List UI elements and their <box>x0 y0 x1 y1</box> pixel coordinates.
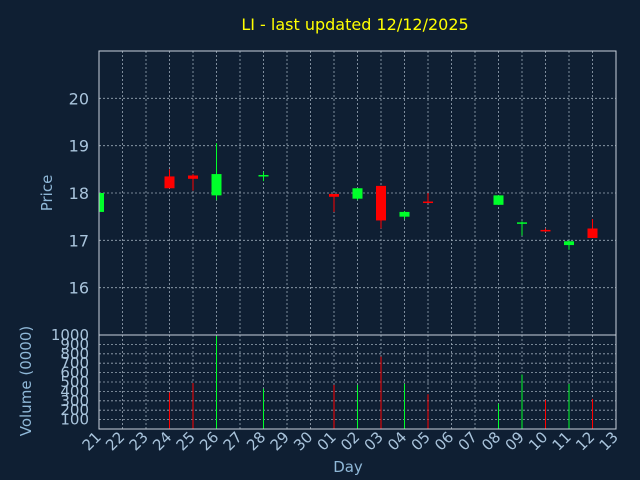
x-tick-label: 23 <box>126 428 152 454</box>
x-tick-label: 28 <box>243 428 269 454</box>
chart-title: LI - last updated 12/12/2025 <box>241 15 468 34</box>
volume-y-tick-label: 200 <box>60 401 89 419</box>
price-candles <box>98 143 598 250</box>
volume-y-tick-label: 800 <box>60 345 89 363</box>
volume-y-tick-label: 900 <box>60 335 89 353</box>
x-axis-label: Day <box>333 458 363 476</box>
x-tick-label: 27 <box>220 428 246 454</box>
candle-body <box>587 228 598 238</box>
volume-y-tick-label: 300 <box>60 392 89 410</box>
candle-body <box>99 193 104 212</box>
price-axis-label: Price <box>38 175 56 212</box>
x-tick-label: 06 <box>431 428 457 454</box>
x-tick-label: 25 <box>173 428 199 454</box>
x-tick-label: 08 <box>478 428 504 454</box>
candle-body <box>517 222 527 224</box>
volume-y-tick-label: 1000 <box>51 326 89 344</box>
x-tick-label: 01 <box>314 428 340 454</box>
volume-axis-label: Volume (0000) <box>17 326 35 436</box>
x-tick-label: 09 <box>502 428 528 454</box>
x-tick-label: 03 <box>361 428 387 454</box>
x-tick-label: 07 <box>455 428 481 454</box>
x-tick-label: 22 <box>102 428 128 454</box>
x-tick-label: 05 <box>408 428 434 454</box>
volume-y-tick-label: 500 <box>60 373 89 391</box>
x-tick-label: 26 <box>196 428 222 454</box>
x-tick-label: 12 <box>572 428 598 454</box>
candle-body <box>493 195 504 205</box>
volume-y-tick-label: 700 <box>60 354 89 372</box>
x-tick-labels: 2122232425262728293001020304050607080910… <box>79 428 622 454</box>
price-y-tick-label: 18 <box>69 184 89 203</box>
price-grid <box>98 51 617 335</box>
x-tick-label: 10 <box>525 428 551 454</box>
price-y-tick-label: 16 <box>69 279 89 298</box>
candle-body <box>540 229 551 232</box>
volume-plot-frame <box>98 334 617 430</box>
volume-bars <box>169 335 593 429</box>
x-tick-label: 04 <box>384 428 410 454</box>
volume-y-tick-label: 600 <box>60 364 89 382</box>
candle-body <box>399 211 410 217</box>
x-tick-label: 21 <box>79 428 105 454</box>
candle-body <box>376 185 386 221</box>
candle-body <box>329 193 339 197</box>
candle-body <box>164 176 175 189</box>
candle-body <box>258 175 269 177</box>
x-tick-label: 30 <box>290 428 316 454</box>
candle-body <box>211 174 222 196</box>
x-tick-label: 24 <box>149 428 175 454</box>
volume-y-tick-label: 400 <box>60 382 89 400</box>
candle-body <box>352 188 363 199</box>
price-y-tick-labels: 16 17 18 19 20 <box>69 89 89 297</box>
candle-body <box>423 201 433 204</box>
x-tick-label: 02 <box>337 428 363 454</box>
x-tick-label: 11 <box>549 428 575 454</box>
x-tick-label: 29 <box>267 428 293 454</box>
candle-body <box>188 175 198 179</box>
candle-body <box>564 241 574 246</box>
volume-y-tick-label: 100 <box>60 411 89 429</box>
price-y-tick-label: 20 <box>69 89 89 108</box>
x-tick-label: 13 <box>596 428 622 454</box>
price-y-tick-label: 19 <box>69 137 89 156</box>
price-y-tick-label: 17 <box>69 231 89 250</box>
